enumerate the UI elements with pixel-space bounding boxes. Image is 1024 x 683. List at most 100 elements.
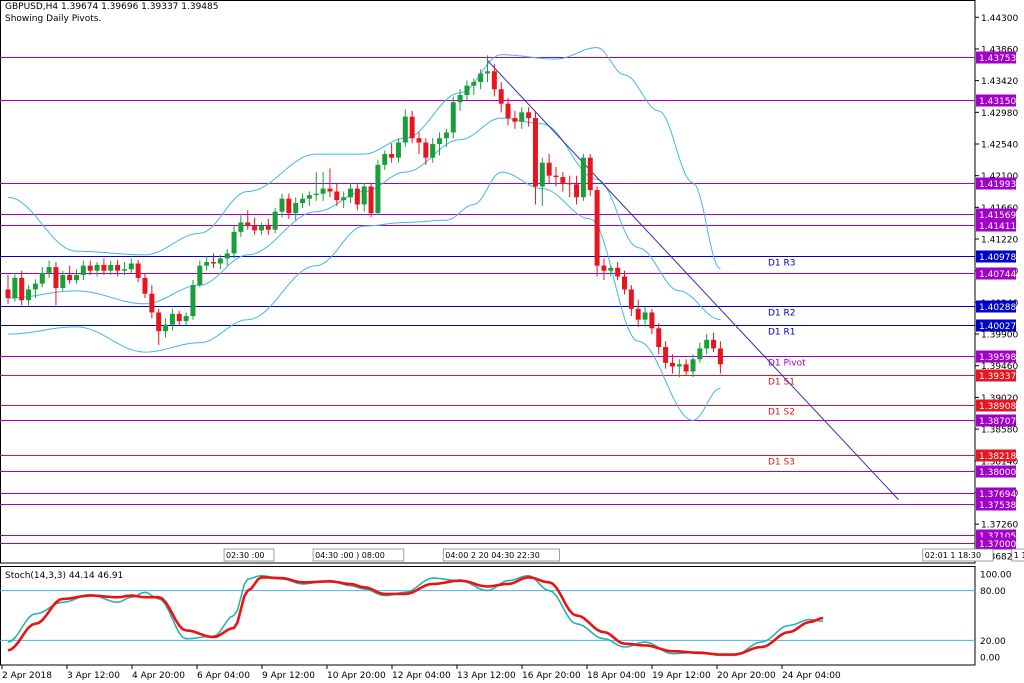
pivots-caption: Showing Daily Pivots.: [5, 14, 102, 24]
pivot-level-price-label: 1.43753: [979, 54, 1016, 64]
candle-body: [539, 162, 545, 187]
candle-body: [46, 267, 52, 273]
candle-body: [608, 267, 614, 271]
pivot-level-price-tag: [976, 319, 1016, 332]
candle-body: [395, 142, 401, 158]
pivot-level-price-tag: [976, 369, 1016, 382]
time-axis-label: 16 Apr 20:00: [522, 671, 581, 681]
time-axis-label: 20 Apr 20:00: [717, 671, 776, 681]
candle-body: [457, 95, 463, 103]
candle-body: [478, 73, 484, 83]
pivot-level-price-tag: [976, 208, 1016, 221]
candle-body: [348, 188, 353, 198]
chart-symbol-header: GBPUSD,H4 1.39674 1.39696 1.39337 1.3948…: [5, 2, 219, 12]
candle-body: [39, 272, 45, 284]
stochastic-k-line: [7, 574, 824, 657]
candle-body: [313, 193, 319, 196]
candle-body: [553, 175, 559, 178]
candle-body: [430, 143, 436, 158]
candle-body: [128, 263, 134, 270]
candle-body: [231, 231, 237, 254]
candle-body: [615, 267, 621, 277]
candle-body: [252, 226, 258, 231]
price-axis-tick-label: 1.39460: [981, 362, 1018, 372]
candle-body: [74, 275, 79, 281]
candle-body: [594, 190, 600, 266]
pivot-level-price-tag: [976, 300, 1016, 313]
pivot-level-price-label: 1.41411: [979, 222, 1016, 232]
pivot-level-price-label: 1.40978: [979, 253, 1016, 263]
session-label-text: 04:30 :00 ) 08:00: [315, 551, 385, 560]
candle-body: [272, 211, 278, 230]
pivot-level-tag: D1 R3: [768, 259, 796, 269]
price-axis-tick-label: 1.39900: [981, 331, 1018, 341]
candle-body: [580, 157, 586, 198]
candle-body: [60, 275, 66, 288]
candle-body: [19, 277, 25, 301]
candle-body: [368, 186, 374, 214]
candle-body: [197, 265, 203, 286]
candle-body: [663, 347, 669, 363]
candle-body: [485, 71, 490, 74]
candle-body: [293, 203, 299, 214]
candle-body: [87, 265, 93, 271]
pivot-level-price-tag: [976, 498, 1016, 511]
candle-body: [94, 264, 100, 271]
candle-body: [717, 348, 723, 365]
pivot-level-price-label: 1.43150: [979, 97, 1016, 107]
candle-body: [402, 116, 408, 143]
candle-body: [361, 186, 367, 205]
price-axis-tick-label: 1.39020: [981, 394, 1018, 404]
candle-body: [437, 138, 443, 144]
candle-body: [642, 312, 648, 320]
candle-body: [505, 103, 511, 119]
stochastic-axis-tick-label: 80.00: [980, 587, 1006, 597]
pivot-level-price-label: 1.37694: [979, 490, 1016, 500]
pivot-level-tag: D1 Pivot: [768, 359, 806, 369]
pivot-level-price-tag: [976, 399, 1016, 412]
price-axis-tick-label: 1.43860: [981, 45, 1018, 55]
candle-body: [389, 154, 395, 158]
pivot-level-price-label: 1.40288: [979, 303, 1016, 313]
candle-body: [156, 312, 162, 332]
candle-body: [183, 316, 189, 322]
pivot-level-tag: D1 R1: [768, 328, 796, 338]
pivot-level-price-tag: [976, 487, 1016, 500]
candle-body: [683, 364, 689, 372]
candle-body: [163, 324, 169, 332]
pivot-level-price-label: 1.37105: [979, 532, 1016, 542]
price-axis-tick-label: 1.42100: [981, 172, 1018, 182]
bollinger-lower-band: [7, 171, 721, 422]
price-axis-tick-label: 1.38140: [981, 457, 1018, 467]
candle-body: [498, 89, 504, 104]
session-label-text: 04:00 2 20 04:30 22:30: [445, 551, 540, 560]
candle-body: [135, 263, 141, 278]
session-label-box: [922, 548, 994, 562]
session-label-box: [223, 548, 275, 562]
candle-body: [471, 82, 477, 86]
session-label-text: 02:01 1 18:30: [925, 551, 981, 560]
bollinger-middle-band: [7, 117, 721, 321]
candle-body: [121, 269, 127, 271]
pivot-level-price-label: 1.39598: [979, 353, 1016, 363]
time-axis-label: 3 Apr 12:00: [67, 671, 120, 681]
candle-body: [108, 264, 114, 271]
time-axis-label: 12 Apr 04:00: [392, 671, 451, 681]
candle-body: [142, 277, 148, 294]
price-axis-tick-label: 1.38580: [981, 426, 1018, 436]
candle-body: [204, 262, 210, 266]
pivot-level-price-tag: [976, 350, 1016, 363]
candle-body: [656, 328, 662, 348]
candle-body: [26, 289, 32, 301]
session-label-box: [442, 548, 560, 562]
candle-body: [5, 289, 11, 299]
pivot-level-price-tag: [976, 177, 1016, 190]
candle-body: [512, 118, 518, 122]
stochastic-d-line: [7, 575, 824, 656]
candle-body: [265, 226, 271, 230]
candle-body: [306, 195, 312, 199]
time-axis-label: 18 Apr 04:00: [587, 671, 646, 681]
pivot-level-price-tag: [976, 449, 1016, 462]
candle-body: [224, 253, 230, 259]
